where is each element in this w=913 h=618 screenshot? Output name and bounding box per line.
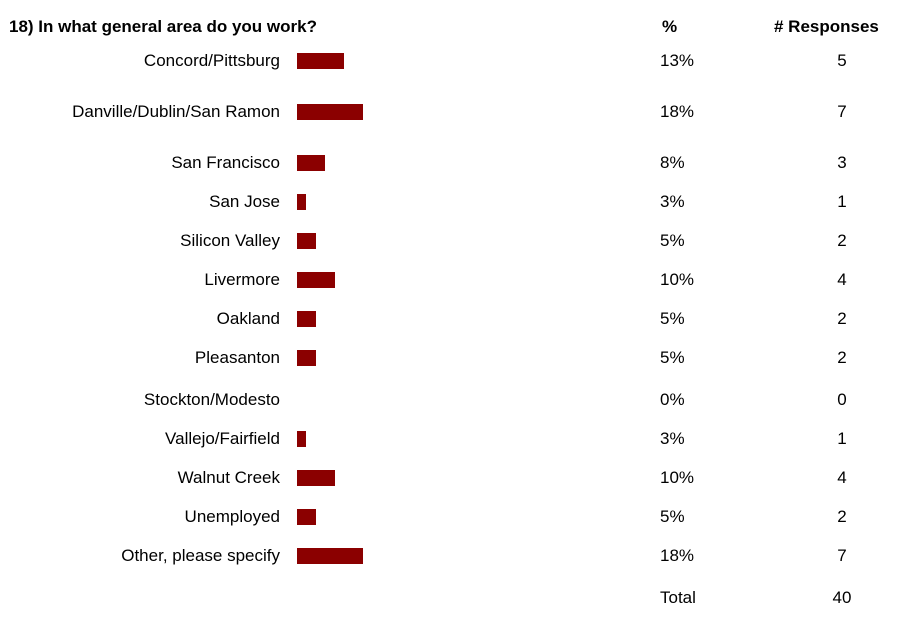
percent-value: 10%: [660, 468, 695, 487]
table-row: Walnut Creek 10% 4: [0, 458, 913, 498]
bar: [297, 272, 335, 288]
total-row: Total 40: [0, 578, 913, 618]
percent-value: 5%: [660, 507, 685, 526]
bar: [297, 350, 316, 366]
category-label: Vallejo/Fairfield: [165, 429, 280, 448]
response-count: 4: [837, 468, 847, 487]
bar: [297, 53, 344, 69]
category-label: Concord/Pittsburg: [143, 51, 280, 70]
percent-value: 18%: [660, 546, 695, 565]
bar: [297, 194, 306, 210]
table-row: Concord/Pittsburg 13% 5: [0, 41, 913, 81]
response-count: 2: [837, 231, 847, 250]
table-row: Danville/Dublin/San Ramon 18% 7: [0, 92, 913, 132]
percent-value: 8%: [660, 153, 685, 172]
percent-value: 13%: [660, 51, 695, 70]
category-label: Stockton/Modesto: [143, 390, 280, 409]
percent-value: 5%: [660, 309, 685, 328]
category-label: San Francisco: [171, 153, 280, 172]
response-count: 5: [837, 51, 847, 70]
bar: [297, 104, 363, 120]
table-row: Other, please specify 18% 7: [0, 536, 913, 576]
percent-value: 18%: [660, 102, 695, 121]
response-count: 2: [837, 348, 847, 367]
category-label: Silicon Valley: [180, 231, 280, 250]
bar: [297, 509, 316, 525]
category-label: Pleasanton: [194, 348, 280, 367]
bar: [297, 233, 316, 249]
category-label: Danville/Dublin/San Ramon: [72, 102, 280, 121]
response-count: 2: [837, 507, 847, 526]
response-count: 7: [837, 546, 847, 565]
table-row: Oakland 5% 2: [0, 299, 913, 339]
percent-value: 3%: [660, 192, 685, 211]
table-row: Unemployed 5% 2: [0, 497, 913, 537]
percent-value: 0%: [660, 390, 685, 409]
bar: [297, 155, 325, 171]
percent-value: 10%: [660, 270, 695, 289]
category-label: Livermore: [204, 270, 280, 289]
table-row: San Francisco 8% 3: [0, 143, 913, 183]
chart-title: 18) In what general area do you work?: [9, 17, 317, 36]
percent-value: 5%: [660, 348, 685, 367]
category-label: Unemployed: [184, 507, 280, 526]
percent-value: 5%: [660, 231, 685, 250]
total-value: 40: [832, 588, 852, 607]
bar: [297, 311, 316, 327]
percent-column-header: %: [662, 17, 678, 36]
bar: [297, 548, 363, 564]
table-row: Silicon Valley 5% 2: [0, 221, 913, 261]
response-count: 3: [837, 153, 847, 172]
response-count: 4: [837, 270, 847, 289]
table-row: Vallejo/Fairfield 3% 1: [0, 419, 913, 459]
bar: [297, 470, 335, 486]
response-count: 2: [837, 309, 847, 328]
category-label: San Jose: [209, 192, 280, 211]
category-label: Oakland: [216, 309, 280, 328]
percent-value: 3%: [660, 429, 685, 448]
table-row: Livermore 10% 4: [0, 260, 913, 300]
total-label: Total: [660, 588, 696, 607]
category-label: Other, please specify: [121, 546, 280, 565]
table-row: Pleasanton 5% 2: [0, 338, 913, 378]
responses-column-header: # Responses: [774, 17, 879, 36]
response-count: 0: [837, 390, 847, 409]
response-count: 1: [837, 429, 847, 448]
table-row: Stockton/Modesto 0% 0: [0, 380, 913, 420]
response-count: 1: [837, 192, 847, 211]
table-row: San Jose 3% 1: [0, 182, 913, 222]
category-label: Walnut Creek: [177, 468, 280, 487]
bar: [297, 431, 306, 447]
response-count: 7: [837, 102, 847, 121]
